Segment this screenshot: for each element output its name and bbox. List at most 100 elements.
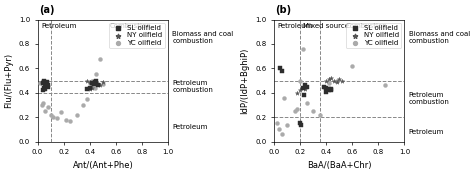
Text: Combustion: Combustion xyxy=(346,23,387,29)
Text: Petroleum
combustion: Petroleum combustion xyxy=(409,92,449,105)
Point xyxy=(277,67,284,70)
Point xyxy=(47,113,55,116)
Point xyxy=(298,123,305,126)
Text: Biomass and coal
combustion: Biomass and coal combustion xyxy=(172,31,234,44)
Text: Petroleum: Petroleum xyxy=(42,23,77,29)
Point xyxy=(89,82,96,84)
Point xyxy=(91,80,99,83)
Point xyxy=(83,97,91,100)
Point xyxy=(66,120,74,122)
Point xyxy=(44,85,52,88)
Point xyxy=(80,104,87,106)
Point xyxy=(83,79,91,82)
Point xyxy=(299,86,306,89)
Point xyxy=(89,84,96,87)
Text: Mixed source: Mixed source xyxy=(302,23,348,29)
Y-axis label: IdP/(IdP+BghiP): IdP/(IdP+BghiP) xyxy=(240,47,249,114)
Point xyxy=(86,88,93,90)
Point xyxy=(86,82,93,84)
Point xyxy=(325,82,333,84)
Point xyxy=(40,86,48,89)
Point xyxy=(39,89,46,92)
Point xyxy=(99,83,107,86)
Point xyxy=(348,65,356,67)
Point xyxy=(86,80,93,83)
Point xyxy=(91,79,99,82)
Text: Combustion: Combustion xyxy=(109,23,151,29)
Point xyxy=(301,88,309,90)
Point xyxy=(322,90,330,93)
Point xyxy=(293,91,301,94)
Point xyxy=(40,79,48,82)
Point xyxy=(322,86,330,89)
Point xyxy=(338,79,346,82)
Text: Petroleum
combustion: Petroleum combustion xyxy=(172,80,213,93)
Point xyxy=(296,89,304,92)
Point xyxy=(43,84,51,87)
Point xyxy=(42,88,49,90)
Point xyxy=(73,113,81,116)
Text: Biomass and coal
combustion: Biomass and coal combustion xyxy=(409,31,470,44)
Point xyxy=(97,84,104,87)
Point xyxy=(381,84,389,87)
Point xyxy=(283,123,291,126)
Point xyxy=(293,107,301,110)
Point xyxy=(320,85,328,88)
Point xyxy=(325,89,333,92)
Point xyxy=(330,79,338,82)
Text: (b): (b) xyxy=(275,5,292,15)
Point xyxy=(42,83,49,86)
Point xyxy=(39,79,46,82)
Legend: SL oilfield, NY oilfield, YC oilfield: SL oilfield, NY oilfield, YC oilfield xyxy=(109,23,164,48)
Point xyxy=(83,88,91,90)
Point xyxy=(54,117,61,120)
Point xyxy=(40,80,48,83)
X-axis label: BaA/(BaA+Chr): BaA/(BaA+Chr) xyxy=(307,161,372,170)
Point xyxy=(281,96,288,99)
Point xyxy=(42,83,49,86)
Point xyxy=(333,80,340,83)
Point xyxy=(328,88,335,90)
Point xyxy=(273,122,280,125)
Point xyxy=(300,94,308,97)
Point xyxy=(44,84,52,87)
Point xyxy=(325,88,333,90)
Point xyxy=(301,84,309,87)
Point xyxy=(97,57,104,60)
Point xyxy=(303,85,310,88)
Point xyxy=(291,110,299,113)
Text: (a): (a) xyxy=(39,5,55,15)
Point xyxy=(322,79,330,82)
Point xyxy=(92,73,100,76)
Point xyxy=(63,118,70,121)
Point xyxy=(336,78,343,81)
Point xyxy=(39,101,46,104)
Point xyxy=(296,79,304,82)
Point xyxy=(299,48,306,50)
Text: Petroleum: Petroleum xyxy=(172,124,208,130)
Point xyxy=(57,111,65,114)
Point xyxy=(38,104,46,106)
Text: Petroleum: Petroleum xyxy=(278,23,313,29)
Point xyxy=(278,133,285,136)
Point xyxy=(89,79,96,82)
Point xyxy=(86,86,93,89)
Point xyxy=(299,86,306,89)
Point xyxy=(278,69,285,72)
Point xyxy=(43,80,51,83)
Point xyxy=(89,86,96,89)
Point xyxy=(89,82,96,84)
Point xyxy=(44,106,52,109)
Point xyxy=(325,78,333,81)
Point xyxy=(90,83,98,86)
Point xyxy=(296,122,304,125)
Text: Petroleum: Petroleum xyxy=(409,129,444,135)
Point xyxy=(94,84,101,87)
Point xyxy=(309,110,317,113)
Point xyxy=(316,113,323,116)
Legend: SL oilfield, NY oilfield, YC oilfield: SL oilfield, NY oilfield, YC oilfield xyxy=(346,23,401,48)
Point xyxy=(328,89,335,92)
Point xyxy=(38,82,46,84)
Point xyxy=(333,79,340,82)
Point xyxy=(92,79,100,82)
